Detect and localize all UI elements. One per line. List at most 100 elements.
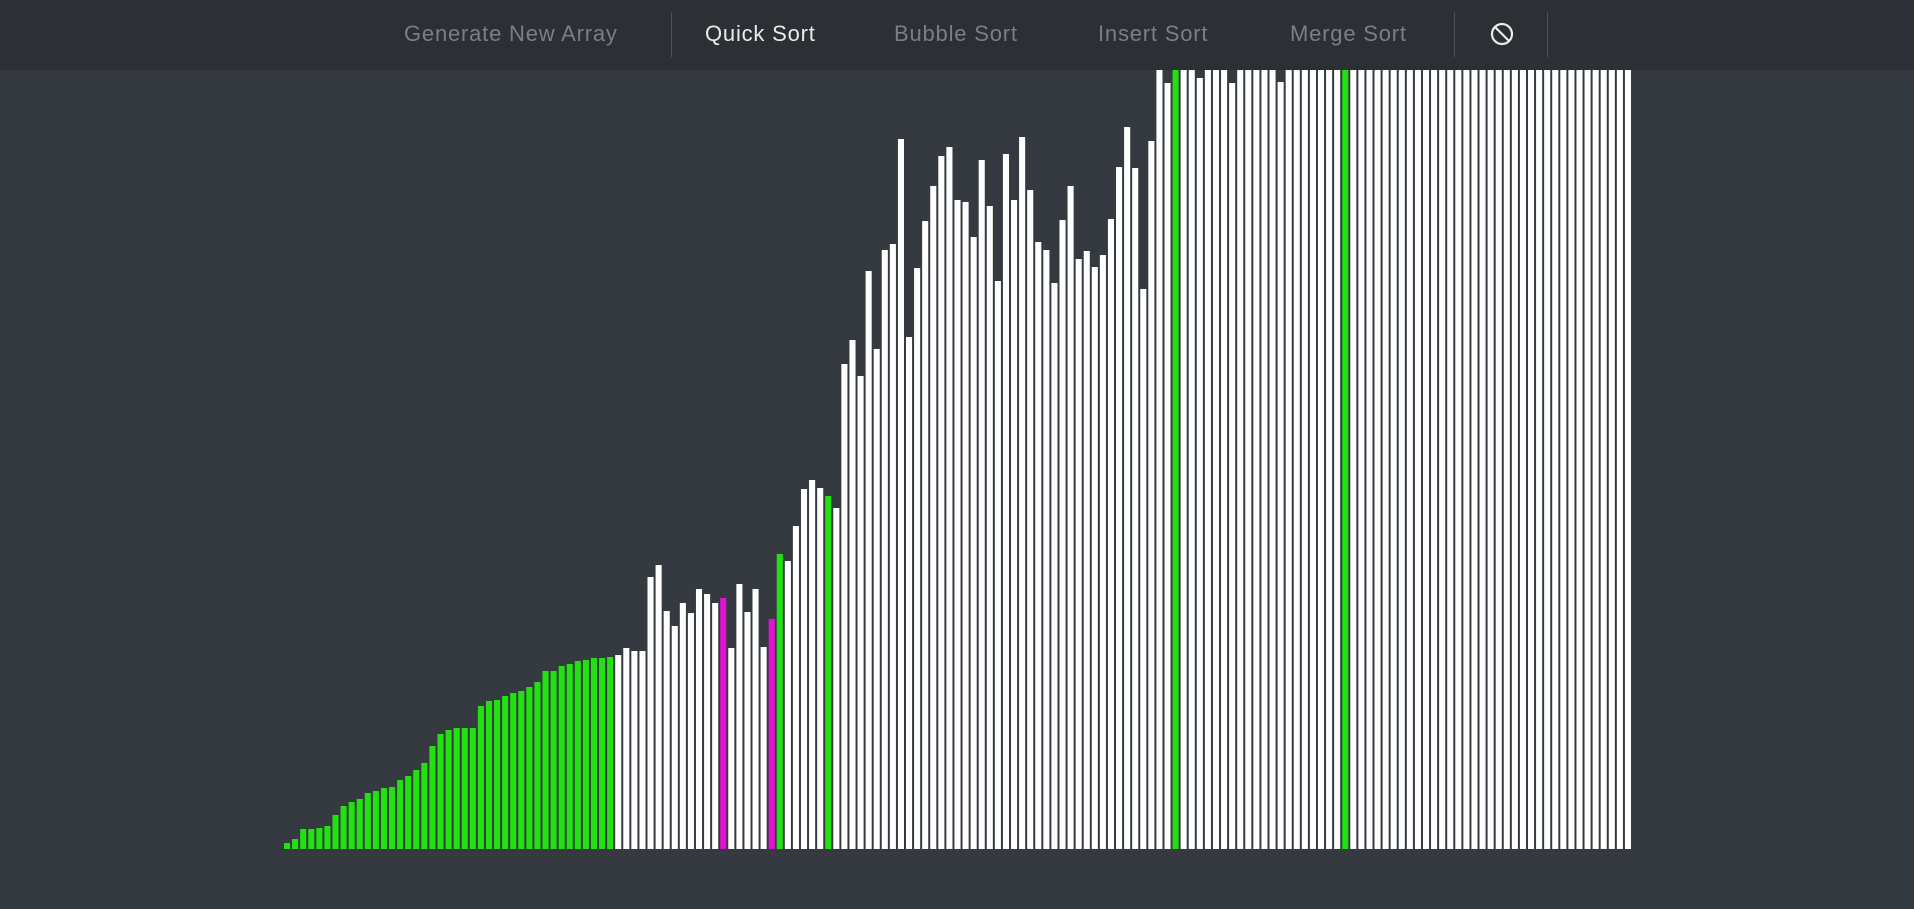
- array-bar: [744, 612, 751, 849]
- array-bar: [615, 655, 622, 849]
- array-bar: [1326, 70, 1333, 849]
- array-bar: [1317, 70, 1325, 849]
- stop-button[interactable]: [1488, 20, 1516, 48]
- array-bar: [1358, 70, 1365, 849]
- array-bar: [1519, 70, 1526, 849]
- array-bar: [1439, 70, 1446, 849]
- array-bar: [485, 701, 493, 849]
- array-bar: [1059, 220, 1066, 849]
- array-bar: [784, 561, 791, 849]
- merge-sort-button[interactable]: Merge Sort: [1290, 21, 1407, 46]
- array-bar: [1334, 70, 1341, 849]
- nav-divider: [1547, 12, 1548, 57]
- array-bar: [1002, 154, 1010, 849]
- bubble-sort-button[interactable]: Bubble Sort: [894, 21, 1018, 46]
- array-bar: [978, 160, 985, 849]
- array-bar: [817, 488, 824, 849]
- array-bar: [1229, 83, 1236, 849]
- array-bar: [1083, 251, 1090, 849]
- array-bar: [857, 376, 864, 849]
- array-bar: [1140, 289, 1147, 849]
- array-bar: [1293, 70, 1300, 849]
- array-bar: [776, 554, 783, 849]
- array-bar: [1342, 70, 1349, 849]
- array-bar: [1204, 70, 1211, 849]
- array-bars-chart: [284, 70, 1631, 849]
- array-bar: [526, 687, 533, 849]
- array-bar: [1422, 70, 1430, 849]
- array-bar: [1503, 70, 1510, 849]
- array-bar: [1616, 70, 1623, 849]
- array-bar: [712, 603, 719, 849]
- array-bar: [469, 728, 476, 849]
- array-bar: [1584, 70, 1591, 849]
- array-bar: [599, 658, 606, 849]
- array-bar: [994, 281, 1001, 849]
- array-bar: [1398, 70, 1405, 849]
- array-bar: [1156, 70, 1163, 849]
- array-bar: [1592, 70, 1599, 849]
- array-bar: [332, 815, 339, 849]
- array-bar: [1075, 259, 1082, 849]
- array-bar: [542, 671, 549, 849]
- array-bar: [1431, 70, 1438, 849]
- array-bar: [986, 206, 993, 849]
- array-bar: [1414, 70, 1421, 849]
- sort-menu: Generate New Array Quick Sort Bubble Sor…: [0, 0, 1914, 70]
- array-bar: [1552, 70, 1559, 849]
- array-bar: [1027, 190, 1034, 849]
- array-bar: [1374, 70, 1381, 849]
- array-bar: [1051, 283, 1058, 849]
- array-bar: [1471, 70, 1478, 849]
- array-bar: [1608, 70, 1615, 849]
- array-bar: [1600, 70, 1607, 849]
- array-bar: [647, 577, 654, 849]
- array-bar: [566, 664, 573, 849]
- array-bar: [1035, 242, 1042, 849]
- nav-divider: [671, 12, 672, 57]
- array-bar: [760, 647, 767, 849]
- array-bar: [720, 598, 727, 849]
- array-bar: [437, 734, 444, 849]
- array-bar: [284, 843, 291, 849]
- array-bar: [356, 799, 363, 849]
- array-bar: [1495, 70, 1502, 849]
- array-bar: [1132, 168, 1139, 849]
- array-bar: [800, 489, 808, 849]
- array-bar: [1277, 82, 1284, 849]
- array-bar: [348, 802, 355, 849]
- array-bar: [1124, 127, 1131, 849]
- array-bar: [1116, 167, 1123, 849]
- array-bar: [461, 728, 468, 849]
- array-bar: [671, 626, 678, 849]
- array-bar: [372, 791, 379, 849]
- array-bar: [316, 828, 323, 849]
- array-bar: [405, 776, 412, 849]
- array-bar: [897, 139, 904, 849]
- array-bar: [1536, 70, 1543, 849]
- array-bar: [1544, 70, 1551, 849]
- insert-sort-button[interactable]: Insert Sort: [1098, 21, 1209, 46]
- array-bar: [962, 202, 969, 849]
- array-bar: [1406, 70, 1413, 849]
- array-bar: [582, 660, 589, 849]
- quick-sort-button[interactable]: Quick Sort: [705, 21, 816, 46]
- array-bar: [429, 746, 436, 849]
- array-bar: [873, 349, 880, 849]
- array-bar: [1253, 70, 1260, 849]
- array-bar: [1447, 70, 1454, 849]
- array-bar: [1172, 70, 1179, 849]
- array-bar: [1245, 70, 1252, 849]
- top-navbar: Generate New Array Quick Sort Bubble Sor…: [0, 0, 1914, 70]
- array-bar: [380, 788, 388, 849]
- array-bar: [1350, 70, 1357, 849]
- prohibited-icon: [1490, 22, 1514, 46]
- array-bar: [1148, 141, 1155, 849]
- array-bar: [1091, 267, 1098, 849]
- array-bar: [1188, 70, 1195, 849]
- array-bar: [1067, 186, 1074, 849]
- array-bar: [534, 682, 541, 849]
- array-bar: [938, 156, 945, 849]
- array-bar: [922, 221, 929, 849]
- generate-array-button[interactable]: Generate New Array: [404, 21, 618, 46]
